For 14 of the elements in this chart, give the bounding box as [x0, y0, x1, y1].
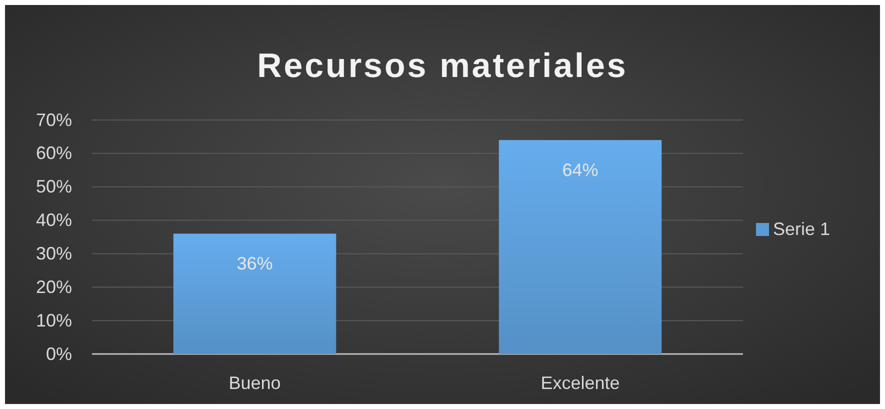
y-tick-label: 10% [36, 310, 72, 330]
chart-title: Recursos materiales [257, 47, 628, 85]
legend-label: Serie 1 [773, 219, 830, 239]
y-tick-label: 70% [36, 110, 72, 130]
x-tick-label: Excelente [540, 372, 620, 393]
text: 36% [236, 254, 273, 274]
y-tick-label: 40% [36, 210, 72, 230]
y-tick-label: 20% [36, 276, 72, 297]
y-tick-label: 50% [36, 176, 72, 197]
y-tick-label: 30% [36, 243, 72, 264]
x-tick-label: Bueno [228, 372, 281, 393]
y-tick-label: 0% [46, 344, 72, 364]
y-tick-label: 60% [36, 143, 72, 164]
text: 64% [562, 160, 598, 180]
